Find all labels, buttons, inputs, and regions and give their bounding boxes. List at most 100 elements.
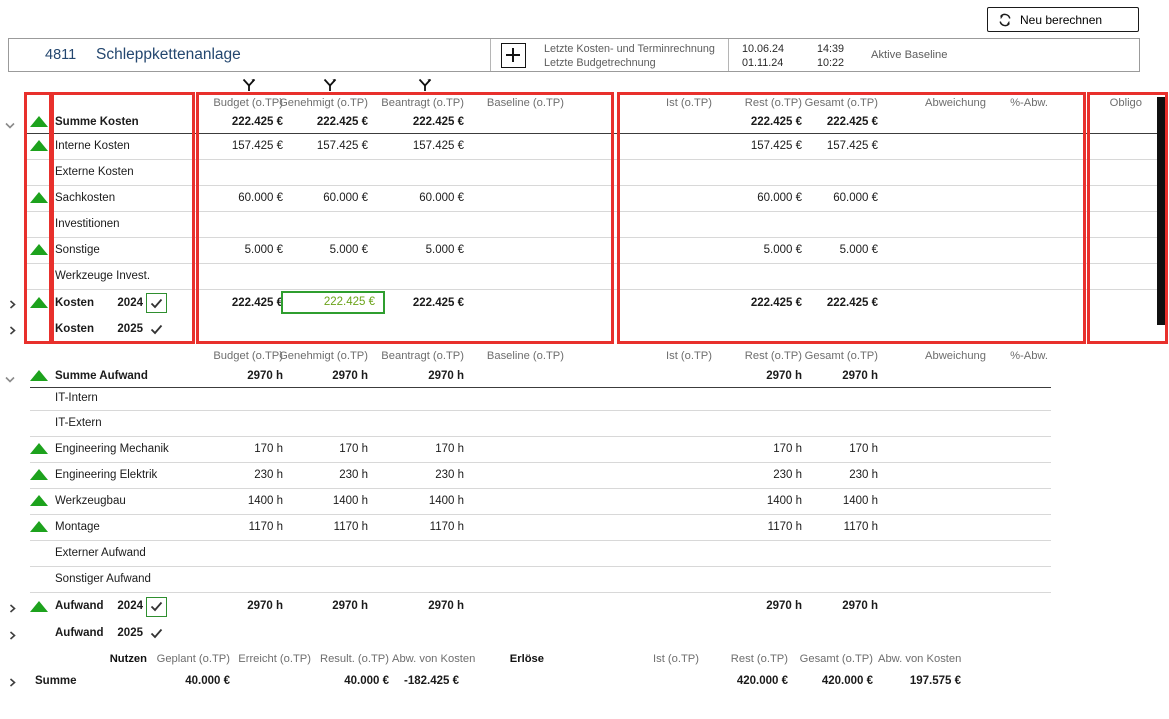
effort-row-label[interactable]: Engineering Elektrik: [55, 469, 158, 481]
column-header-rest[interactable]: Rest (o.TP): [744, 350, 802, 362]
costs-row-label[interactable]: Kosten: [55, 297, 94, 309]
expand-chevron-icon[interactable]: [8, 628, 17, 646]
effort-row-label[interactable]: Sonstiger Aufwand: [55, 573, 151, 585]
costs-value-beantragt: 157.425 €: [412, 140, 464, 152]
vertical-scrollbar[interactable]: [1157, 97, 1165, 325]
costs-value-rest: 222.425 €: [750, 116, 802, 128]
year-active-checkbox[interactable]: [146, 596, 167, 617]
costs-row-label[interactable]: Sonstige: [55, 244, 100, 256]
column-header-abweichung[interactable]: Abweichung: [925, 97, 986, 109]
benefit-value-result: 40.000 €: [344, 675, 389, 687]
expand-plus-icon[interactable]: [501, 43, 526, 68]
highlighted-genehmigt-value[interactable]: 222.425 €: [281, 291, 385, 314]
column-header-abweichung[interactable]: Abweichung: [925, 350, 986, 362]
costs-row-label[interactable]: Sachkosten: [55, 192, 116, 204]
column-header-baseline[interactable]: Baseline (o.TP): [486, 350, 564, 362]
costs-value-budget: 5.000 €: [244, 244, 283, 256]
filter-icon-budget[interactable]: [241, 77, 257, 98]
row-separator: [25, 289, 1157, 290]
row-separator: [30, 592, 1051, 593]
collapse-chevron-icon[interactable]: [4, 117, 16, 135]
effort-row-label[interactable]: Werkzeugbau: [55, 495, 126, 507]
column-header-budget[interactable]: Budget (o.TP): [213, 350, 283, 362]
column-header-genehmigt[interactable]: Genehmigt (o.TP): [279, 97, 368, 109]
column-header-obligo[interactable]: Obligo: [1109, 97, 1142, 109]
expand-chevron-icon[interactable]: [8, 601, 17, 619]
column-header-gesamt[interactable]: Gesamt (o.TP): [799, 653, 873, 665]
costs-row-label[interactable]: Investitionen: [55, 218, 120, 230]
column-header-beantragt[interactable]: Beantragt (o.TP): [381, 97, 464, 109]
filter-icon-beantragt[interactable]: [417, 77, 433, 98]
effort-row-label[interactable]: IT-Intern: [55, 392, 98, 404]
costs-row-label[interactable]: Kosten: [55, 323, 94, 335]
status-up-triangle-icon: [30, 600, 48, 612]
column-header-rest[interactable]: Rest (o.TP): [730, 653, 788, 665]
column-header-gesamt[interactable]: Gesamt (o.TP): [804, 97, 878, 109]
costs-value-budget: 157.425 €: [231, 140, 283, 152]
column-header-gesamt[interactable]: Gesamt (o.TP): [804, 350, 878, 362]
column-header-rest[interactable]: Rest (o.TP): [744, 97, 802, 109]
header-divider: [728, 39, 729, 71]
effort-value-gesamt: 2970 h: [842, 600, 878, 612]
column-header-ist[interactable]: Ist (o.TP): [653, 653, 699, 665]
column-header-ist[interactable]: Ist (o.TP): [666, 97, 712, 109]
project-id[interactable]: 4811: [45, 47, 77, 63]
column-header-baseline[interactable]: Baseline (o.TP): [486, 97, 564, 109]
effort-value-budget: 1170 h: [248, 521, 283, 533]
expand-chevron-icon[interactable]: [8, 323, 17, 341]
effort-row-label[interactable]: Summe Aufwand: [55, 370, 148, 382]
effort-value-rest: 2970 h: [766, 600, 802, 612]
costs-value-genehmigt: 157.425 €: [316, 140, 368, 152]
effort-row-label[interactable]: Aufwand: [55, 600, 104, 612]
expand-chevron-icon[interactable]: [8, 297, 17, 315]
year-active-checkbox[interactable]: [146, 319, 167, 339]
effort-value-beantragt: 1400 h: [428, 495, 464, 507]
column-header-abwk2[interactable]: Abw. von Kosten: [878, 653, 962, 665]
recalculate-button[interactable]: Neu berechnen: [987, 7, 1139, 32]
column-header-ist[interactable]: Ist (o.TP): [666, 350, 712, 362]
effort-row-label[interactable]: Aufwand: [55, 627, 104, 639]
costs-row-label[interactable]: Interne Kosten: [55, 140, 130, 152]
year-active-checkbox[interactable]: [146, 293, 167, 313]
effort-row-label[interactable]: Externer Aufwand: [55, 547, 146, 559]
costs-row-label[interactable]: Externe Kosten: [55, 166, 134, 178]
row-separator: [30, 410, 1051, 411]
costs-row-label[interactable]: Summe Kosten: [55, 116, 139, 128]
expand-chevron-icon[interactable]: [8, 675, 17, 693]
benefit-value-geplant: 40.000 €: [185, 675, 230, 687]
row-separator: [25, 211, 1157, 212]
column-header-result[interactable]: Result. (o.TP): [319, 653, 389, 665]
filter-icon-genehmigt[interactable]: [322, 77, 338, 98]
column-header-budget[interactable]: Budget (o.TP): [213, 97, 283, 109]
column-header-geplant[interactable]: Geplant (o.TP): [156, 653, 230, 665]
effort-value-rest: 1400 h: [766, 495, 802, 507]
row-separator: [30, 488, 1051, 489]
costs-row-label[interactable]: Werkzeuge Invest.: [55, 270, 151, 282]
row-separator: [30, 514, 1051, 515]
project-name[interactable]: Schleppkettenanlage: [96, 46, 241, 63]
column-header-erloese[interactable]: Erlöse: [509, 653, 544, 665]
costs-value-beantragt: 5.000 €: [425, 244, 464, 256]
row-separator: [25, 159, 1157, 160]
sum-row-separator: [25, 133, 1157, 134]
benefit-row-label[interactable]: Summe: [35, 675, 77, 687]
year-active-checkbox[interactable]: [146, 623, 167, 644]
column-header-genehmigt[interactable]: Genehmigt (o.TP): [279, 350, 368, 362]
column-header-pabw[interactable]: %-Abw.: [1010, 350, 1048, 362]
effort-row-label[interactable]: IT-Extern: [55, 417, 102, 429]
column-header-abwk1[interactable]: Abw. von Kosten: [392, 653, 476, 665]
effort-value-genehmigt: 2970 h: [332, 600, 368, 612]
row-separator: [25, 185, 1157, 186]
collapse-chevron-icon[interactable]: [4, 371, 16, 389]
column-header-erreicht[interactable]: Erreicht (o.TP): [238, 653, 311, 665]
column-header-beantragt[interactable]: Beantragt (o.TP): [381, 350, 464, 362]
column-header-nutzen[interactable]: Nutzen: [109, 653, 147, 665]
column-header-pabw[interactable]: %-Abw.: [1010, 97, 1048, 109]
costs-row-year: 2024: [117, 297, 143, 309]
effort-row-label[interactable]: Montage: [55, 521, 100, 533]
status-up-triangle-icon: [30, 521, 48, 532]
row-separator: [25, 263, 1157, 264]
costs-value-gesamt: 157.425 €: [826, 140, 878, 152]
effort-row-label[interactable]: Engineering Mechanik: [55, 443, 169, 455]
row-separator: [30, 436, 1051, 437]
